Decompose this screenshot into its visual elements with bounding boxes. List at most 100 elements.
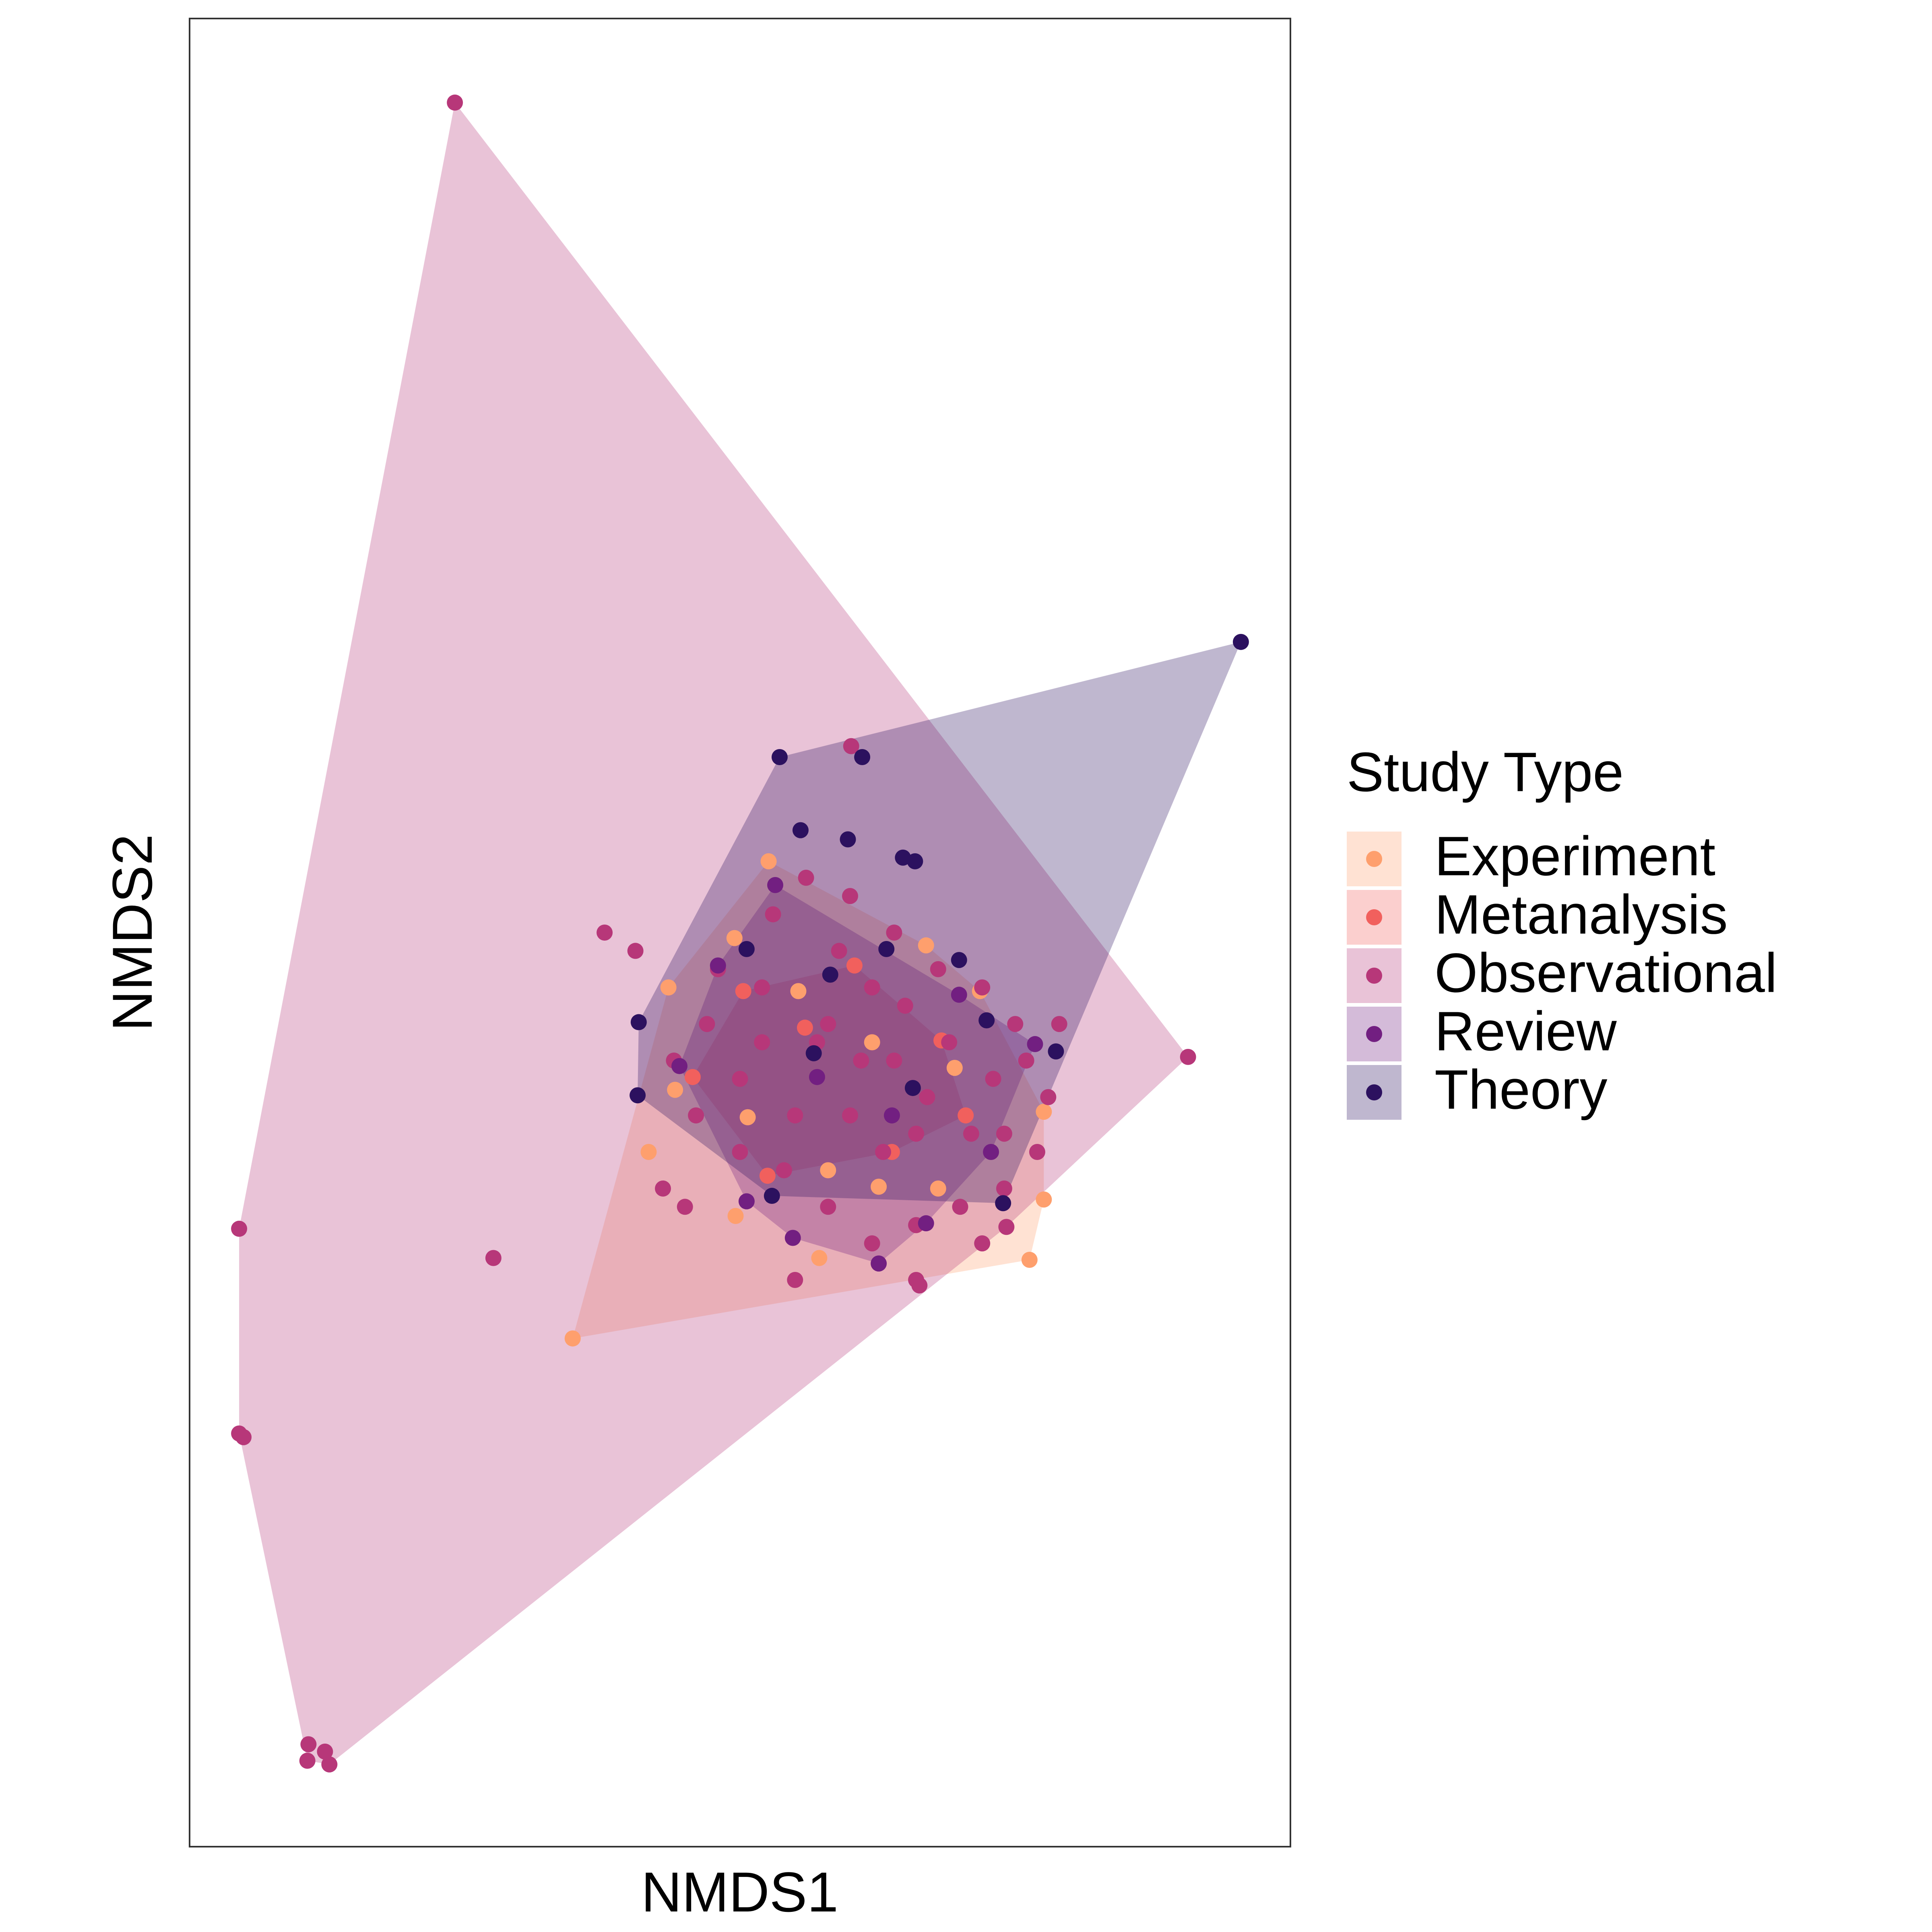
point — [886, 1052, 902, 1069]
point — [564, 1330, 581, 1347]
point — [630, 1087, 646, 1104]
point — [677, 1199, 693, 1215]
point — [996, 1180, 1012, 1197]
point — [974, 1235, 991, 1252]
point — [918, 1215, 934, 1232]
point — [597, 925, 613, 941]
legend-label: Observational — [1435, 942, 1777, 1004]
point — [864, 979, 880, 996]
point — [797, 1020, 813, 1036]
point — [710, 957, 726, 974]
point — [754, 1034, 770, 1051]
hull — [239, 102, 1188, 1765]
point — [300, 1736, 317, 1752]
legend-dot — [1366, 968, 1382, 984]
point — [787, 1271, 803, 1288]
point — [671, 1058, 688, 1074]
point — [1021, 1252, 1038, 1268]
legend-dot — [1366, 909, 1382, 925]
point — [1232, 634, 1249, 650]
point — [853, 1052, 869, 1069]
point — [854, 749, 871, 765]
legend-title: Study Type — [1347, 741, 1624, 803]
point — [485, 1250, 502, 1266]
point — [897, 997, 913, 1014]
point — [820, 1162, 836, 1179]
point — [754, 979, 770, 996]
point — [1180, 1049, 1196, 1065]
point — [809, 1069, 825, 1085]
point — [886, 925, 902, 941]
point — [1027, 1036, 1043, 1053]
point — [904, 1080, 921, 1096]
point — [930, 961, 946, 977]
point — [864, 1235, 880, 1252]
legend-dot — [1366, 1026, 1382, 1042]
point — [792, 822, 809, 838]
point — [958, 1107, 974, 1124]
point — [871, 1179, 887, 1195]
hull — [692, 965, 966, 1176]
legend-label: Review — [1435, 1000, 1617, 1062]
point — [846, 957, 863, 974]
point — [235, 1429, 252, 1445]
point — [684, 1069, 701, 1085]
point — [842, 1107, 858, 1124]
legend-label: Theory — [1435, 1059, 1608, 1121]
point — [630, 1014, 647, 1030]
point — [919, 1089, 935, 1105]
point — [907, 853, 923, 869]
point — [996, 1125, 1012, 1142]
point — [640, 1144, 657, 1160]
point — [963, 1125, 979, 1142]
point — [738, 1193, 755, 1210]
point — [787, 1107, 803, 1124]
legend-label: Experiment — [1435, 825, 1715, 887]
point — [447, 94, 463, 111]
x-axis-title: NMDS1 — [641, 1860, 838, 1924]
point — [831, 943, 847, 959]
point — [952, 1199, 968, 1215]
point — [726, 930, 743, 946]
point — [699, 1016, 715, 1032]
point — [627, 943, 644, 959]
point — [875, 1144, 892, 1160]
point — [1048, 1043, 1064, 1060]
point — [941, 1034, 958, 1051]
point — [864, 1034, 880, 1051]
point — [231, 1220, 248, 1237]
point — [771, 749, 788, 765]
point — [985, 1071, 1001, 1087]
point — [727, 1208, 744, 1224]
point — [1040, 1089, 1057, 1105]
point — [765, 906, 781, 923]
point — [299, 1752, 316, 1769]
point — [784, 1230, 801, 1246]
point — [1036, 1191, 1052, 1208]
legend-dot — [1366, 1084, 1382, 1100]
point — [667, 1082, 683, 1098]
point — [732, 1071, 748, 1087]
point — [732, 1144, 748, 1160]
point — [842, 888, 858, 904]
point — [918, 937, 934, 954]
panel-border — [189, 18, 1291, 1847]
point — [883, 1107, 900, 1124]
point — [811, 1250, 828, 1266]
legend: ExperimentMetanalysisObservationalReview… — [1347, 825, 1777, 1121]
point — [1036, 1104, 1052, 1120]
point — [688, 1107, 704, 1124]
point — [843, 738, 859, 754]
point — [820, 1199, 836, 1215]
point — [946, 1060, 963, 1076]
point — [798, 869, 814, 886]
point — [321, 1756, 338, 1773]
point — [995, 1195, 1011, 1212]
point — [951, 952, 967, 968]
point — [760, 853, 777, 869]
point — [1051, 1016, 1067, 1032]
point — [655, 1180, 671, 1197]
point — [908, 1271, 925, 1288]
